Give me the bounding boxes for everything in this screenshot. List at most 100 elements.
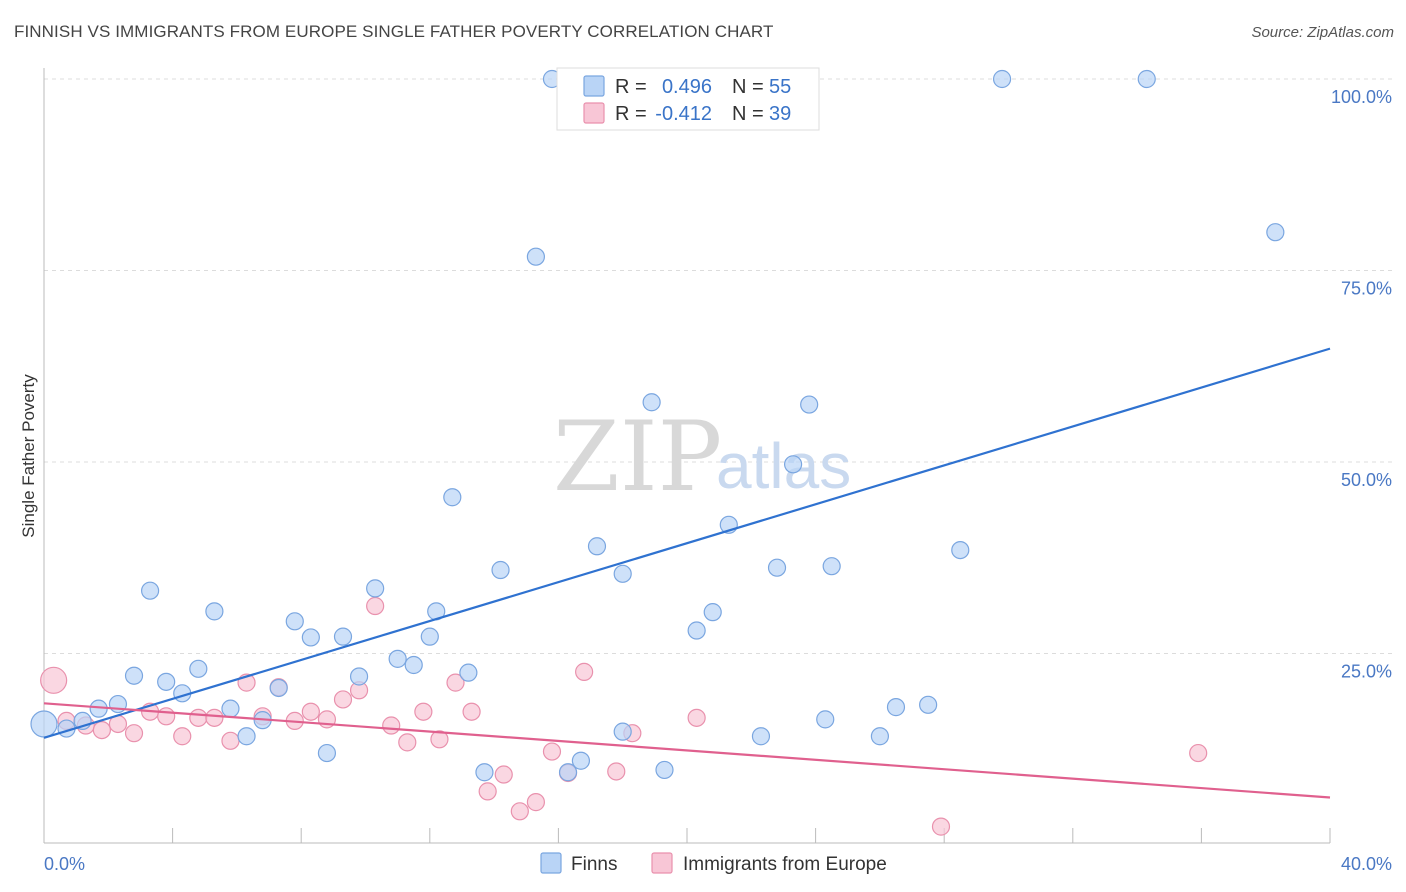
immigrants-point <box>510 802 529 821</box>
watermark: ZIP atlas <box>553 401 851 513</box>
immigrants-series-swatch <box>651 852 673 874</box>
finns-n-value: 55 <box>769 76 791 98</box>
immigrants-point <box>607 762 626 781</box>
finns-point <box>237 727 256 746</box>
finns-point <box>558 763 578 782</box>
finns-point <box>140 581 160 600</box>
gridlines <box>44 78 1392 654</box>
finns-point <box>404 655 423 675</box>
finns-point <box>800 395 819 414</box>
immigrants-point <box>542 742 562 761</box>
immigrants-legend-swatch <box>583 102 605 124</box>
finns-point <box>420 627 439 646</box>
finns-point <box>189 659 208 678</box>
immigrants-point <box>301 702 320 721</box>
immigrants-point <box>478 782 497 801</box>
finns-point <box>571 751 591 770</box>
finns-point <box>919 695 938 714</box>
y-tick-label: 100.0% <box>1331 87 1392 107</box>
finns-point <box>285 612 304 631</box>
finns-point <box>366 579 385 598</box>
finns-point <box>1137 69 1156 89</box>
finns-point <box>822 557 841 576</box>
finns-points <box>30 69 1285 782</box>
finns-point <box>751 727 771 746</box>
series-legend: Finns Immigrants from Europe <box>540 852 887 875</box>
immigrants-point <box>687 708 706 727</box>
immigrants-point <box>575 662 594 681</box>
immigrants-point <box>92 720 111 740</box>
immigrants-point <box>1189 743 1208 763</box>
finns-point <box>1266 223 1285 242</box>
immigrants-point <box>494 765 513 784</box>
finns-point <box>687 621 706 640</box>
immigrants-point <box>205 708 224 727</box>
immigrants-point <box>446 673 465 692</box>
immigrants-trend-line <box>43 702 1331 799</box>
immigrants-point <box>40 666 68 694</box>
chart-title: FINNISH VS IMMIGRANTS FROM EUROPE SINGLE… <box>14 22 774 41</box>
immigrants-point <box>221 731 240 750</box>
finns-trend-line <box>43 347 1331 739</box>
watermark-atlas: atlas <box>716 430 851 502</box>
finns-point <box>655 760 674 780</box>
immigrants-point <box>931 817 951 836</box>
finns-point <box>816 710 835 729</box>
finns-point <box>443 488 462 507</box>
finns-point <box>475 763 494 782</box>
finns-n-label: N = <box>732 76 764 98</box>
finns-point <box>491 560 510 580</box>
immigrants-n-value: 39 <box>769 103 791 125</box>
finns-point <box>870 727 890 746</box>
finns-point <box>333 627 353 646</box>
finns-point <box>526 247 545 266</box>
finns-point <box>221 699 240 718</box>
finns-r-value: 0.496 <box>662 76 712 98</box>
y-tick-label: 75.0% <box>1341 279 1392 299</box>
y-tick-labels: 25.0% 50.0% 75.0% 100.0% <box>1331 87 1392 682</box>
immigrants-point <box>526 793 545 812</box>
finns-point <box>613 564 632 583</box>
finns-series-swatch <box>540 852 562 874</box>
finns-legend-swatch <box>583 75 605 97</box>
finns-point <box>613 722 632 741</box>
finns-point <box>703 603 722 622</box>
immigrants-point <box>462 702 481 721</box>
immigrants-point <box>173 727 192 746</box>
x-tick-label-min: 0.0% <box>44 854 85 874</box>
immigrants-series-label: Immigrants from Europe <box>683 854 887 875</box>
immigrants-point <box>124 724 144 743</box>
y-tick-label: 50.0% <box>1341 470 1392 490</box>
immigrants-n-label: N = <box>732 103 764 125</box>
finns-point <box>992 69 1012 89</box>
finns-point <box>459 663 478 682</box>
finns-point <box>642 393 661 412</box>
finns-point <box>157 672 176 691</box>
finns-r-label: R = <box>615 76 647 98</box>
immigrants-point <box>366 596 385 616</box>
y-tick-label: 25.0% <box>1341 662 1392 682</box>
finns-point <box>205 602 224 621</box>
finns-point <box>886 698 906 717</box>
finns-point <box>30 710 58 738</box>
x-axis-ticks <box>43 828 1331 843</box>
immigrants-r-value: -0.412 <box>655 103 712 125</box>
immigrants-point <box>430 730 449 749</box>
y-axis-label: Single Father Poverty <box>19 374 38 538</box>
trend-lines <box>43 347 1331 799</box>
finns-point <box>587 537 607 556</box>
finns-point <box>951 540 970 560</box>
immigrants-point <box>414 702 433 721</box>
x-tick-label-max: 40.0% <box>1341 854 1392 874</box>
finns-point <box>124 666 144 685</box>
immigrants-point <box>189 708 208 727</box>
immigrants-r-label: R = <box>615 103 647 125</box>
finns-point <box>767 558 787 577</box>
x-tick-labels: 0.0% 40.0% <box>44 854 1392 874</box>
immigrants-point <box>382 716 401 735</box>
finns-point <box>269 678 288 698</box>
finns-point <box>783 455 803 474</box>
immigrants-point <box>398 733 417 752</box>
finns-point <box>388 649 407 668</box>
